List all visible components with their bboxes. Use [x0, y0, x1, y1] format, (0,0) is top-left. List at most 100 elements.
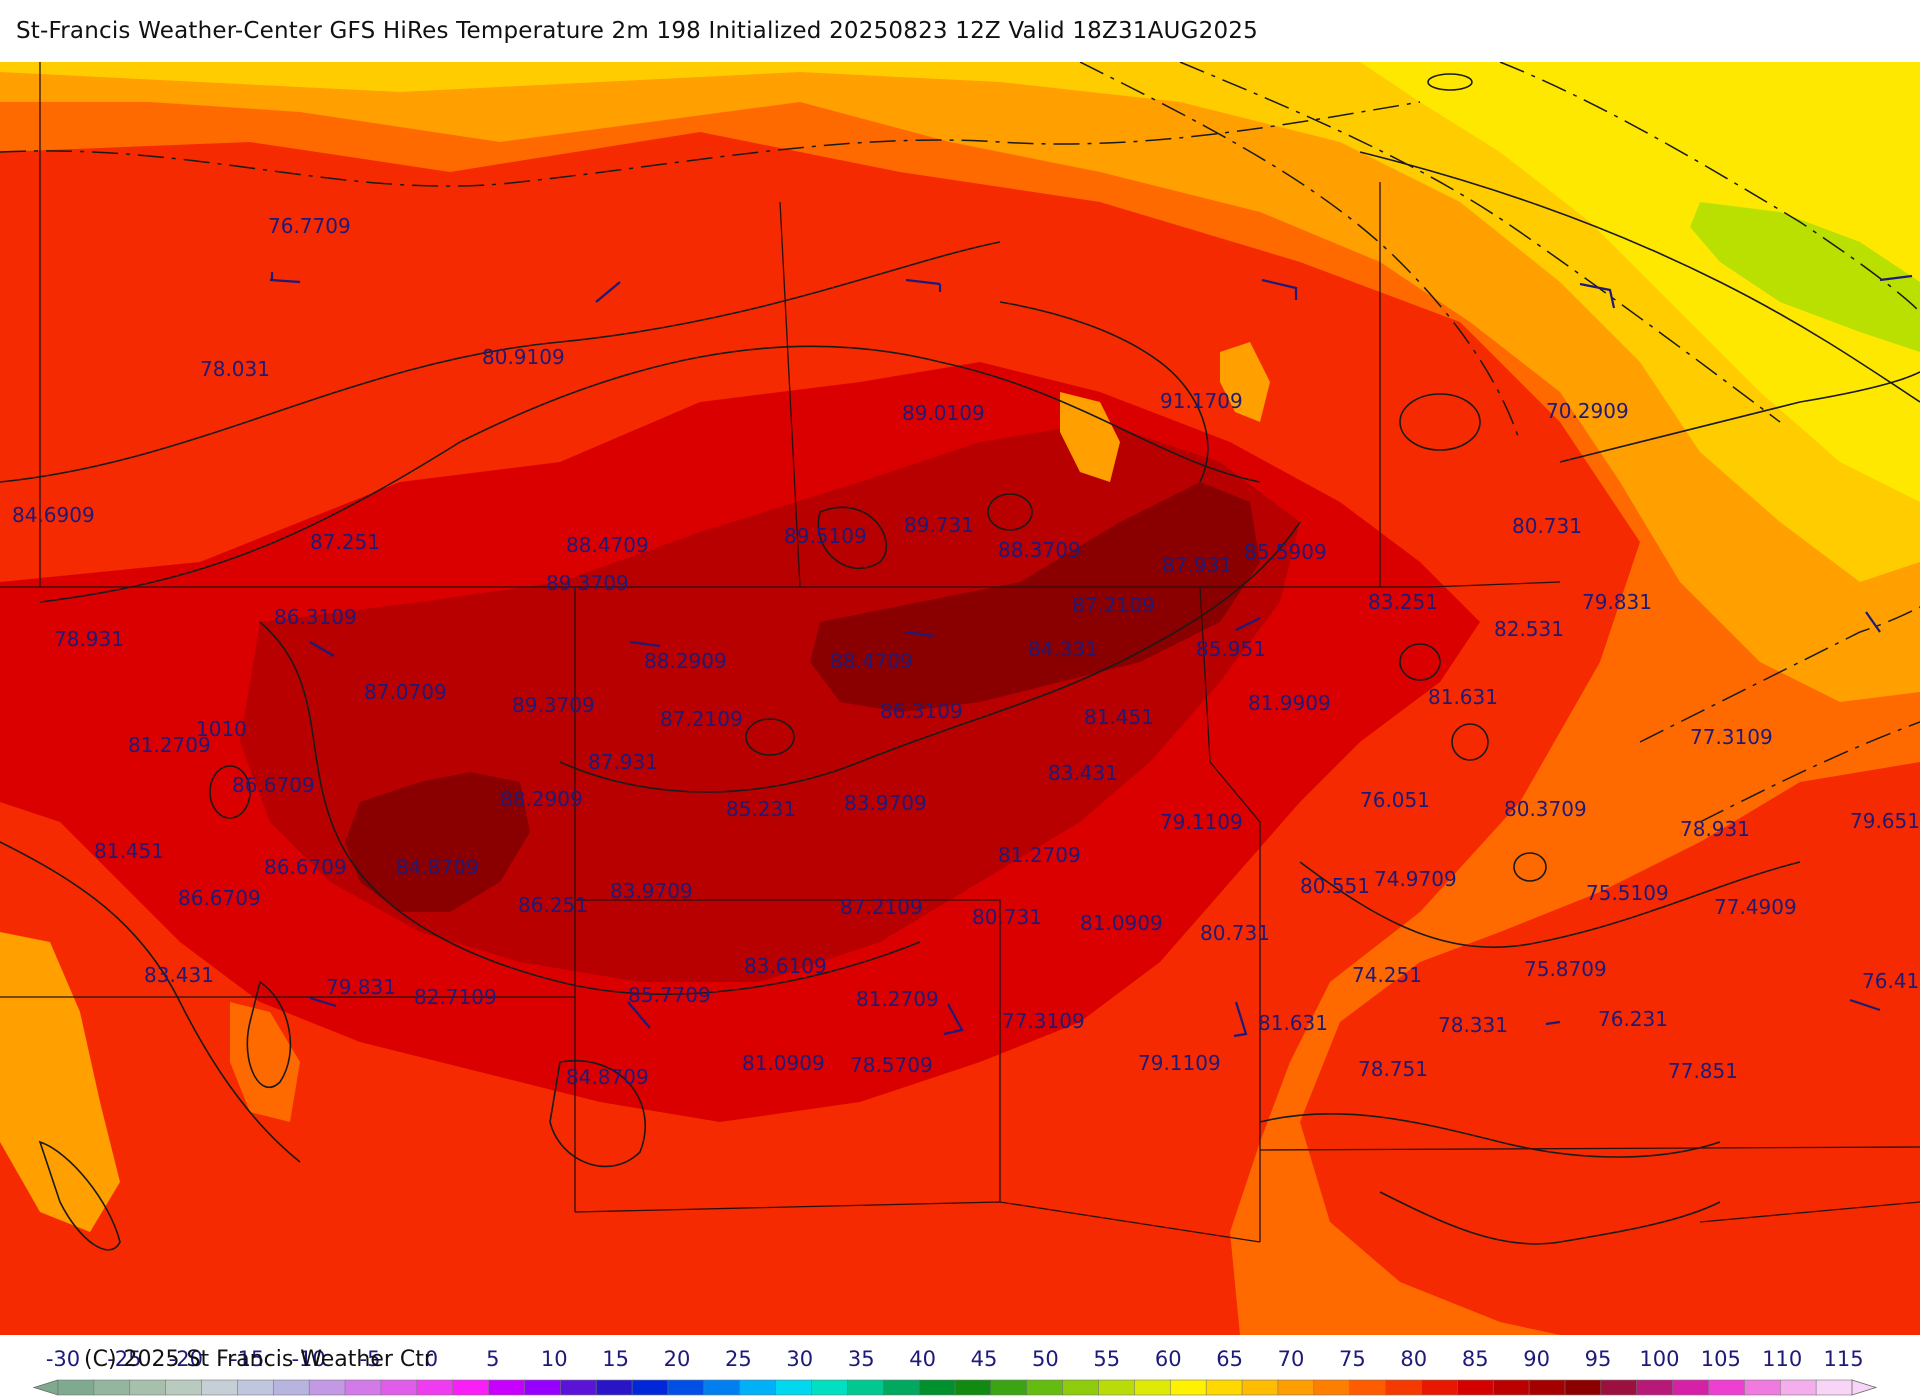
colorbar-swatch: [990, 1379, 1028, 1396]
colorbar-swatch: [1241, 1379, 1279, 1396]
colorbar-swatch: [1385, 1379, 1423, 1396]
value-label: 79.1109: [1138, 1051, 1221, 1075]
value-label: 87.2109: [660, 707, 743, 731]
colorbar-tick-label: -20: [169, 1347, 203, 1371]
temp-field-ridge: [1060, 342, 1270, 482]
colorbar-swatch: [811, 1379, 849, 1396]
value-label: 1010: [196, 717, 247, 741]
value-label: 78.5709: [850, 1053, 933, 1077]
value-label: 82.7109: [414, 985, 497, 1009]
value-labels: 76.7709 78.031 80.9109 89.0109 91.1709 70.290…: [12, 214, 1920, 1089]
colorbar-swatch: [595, 1379, 633, 1396]
value-label: 86.3109: [274, 605, 357, 629]
colorbar-tick-label: 15: [602, 1347, 629, 1371]
colorbar-tick-label: 75: [1339, 1347, 1366, 1371]
colorbar-swatch: [1313, 1379, 1351, 1396]
chart-title: St-Francis Weather-Center GFS HiRes Temp…: [16, 18, 1258, 44]
colorbar-tick-label: 0: [425, 1347, 438, 1371]
colorbar-arrow-high: [1851, 1379, 1878, 1396]
colorbar-tick-label: 10: [541, 1347, 568, 1371]
colorbar-tick-label: 70: [1278, 1347, 1305, 1371]
value-label: 80.731: [1512, 514, 1582, 538]
value-label: 83.431: [1048, 761, 1118, 785]
value-label: 79.831: [326, 975, 396, 999]
value-label: 89.3709: [512, 693, 595, 717]
colorbar-swatch: [1169, 1379, 1207, 1396]
value-label: 87.2109: [1072, 593, 1155, 617]
value-label: 76.231: [1598, 1007, 1668, 1031]
temp-field-70: [0, 62, 1920, 702]
value-label: 87.251: [310, 530, 380, 554]
value-label: 78.931: [1680, 817, 1750, 841]
colorbar-swatch: [524, 1379, 562, 1396]
colorbar-swatch: [1421, 1379, 1459, 1396]
value-label: 83.6109: [744, 954, 827, 978]
colorbar-tick-label: 40: [909, 1347, 936, 1371]
temperature-colorbar: -30 -25 -20 -15 -10 -5 0 5 10 15 20 25 30 35 40 45 50 55 6…: [32, 1347, 1878, 1396]
value-label: 89.3709: [546, 571, 629, 595]
colorbar-swatch: [416, 1379, 454, 1396]
colorbar-tick-label: -10: [291, 1347, 325, 1371]
colorbar-swatch: [1528, 1379, 1566, 1396]
colorbar-tick-label: 35: [848, 1347, 875, 1371]
colorbar-tick-label: 60: [1155, 1347, 1182, 1371]
colorbar-swatch: [847, 1379, 884, 1396]
colorbar-swatch: [918, 1379, 956, 1396]
colorbar-tick-label: 50: [1032, 1347, 1059, 1371]
value-label: 89.0109: [902, 401, 985, 425]
colorbar-swatch: [1349, 1379, 1387, 1396]
colorbar-tick-label: 20: [664, 1347, 691, 1371]
value-label: 86.251: [518, 893, 588, 917]
value-label: 78.931: [54, 627, 124, 651]
value-label: 80.3709: [1504, 797, 1587, 821]
wind-barbs: [269, 272, 1913, 1038]
colorbar-swatch: [739, 1379, 777, 1396]
colorbar-swatch: [1600, 1379, 1638, 1396]
colorbar-swatch: [272, 1379, 310, 1396]
temp-field-95: [345, 482, 1260, 912]
value-label: 81.451: [1084, 705, 1154, 729]
value-label: 76.7709: [268, 214, 351, 238]
value-label: 80.551: [1300, 874, 1370, 898]
value-label: 82.531: [1494, 617, 1564, 641]
colorbar-swatch: [1277, 1379, 1315, 1396]
colorbar-swatch: [1492, 1379, 1530, 1396]
value-label: 75.5109: [1586, 881, 1669, 905]
colorbar-swatch: [1134, 1379, 1171, 1396]
value-label: 88.2909: [500, 787, 583, 811]
colorbar-swatch: [1205, 1379, 1243, 1396]
value-label: 81.631: [1258, 1011, 1328, 1035]
colorbar-tick-label: 115: [1824, 1347, 1864, 1371]
temp-field-green: [1690, 202, 1920, 352]
value-label: 83.9709: [610, 879, 693, 903]
colorbar-swatch: [1672, 1379, 1710, 1396]
colorbar-swatch: [882, 1379, 920, 1396]
value-label: 87.931: [1162, 553, 1232, 577]
colorbar-tick-label: 85: [1462, 1347, 1489, 1371]
value-label: 78.331: [1438, 1013, 1508, 1037]
value-label: 81.2709: [128, 733, 211, 757]
colorbar-swatches: [32, 1379, 1878, 1396]
value-label: 77.4909: [1714, 895, 1797, 919]
colorbar-swatch: [93, 1379, 131, 1396]
value-label: 89.731: [904, 513, 974, 537]
colorbar-swatch: [1062, 1379, 1100, 1396]
colorbar-swatch: [954, 1379, 992, 1396]
colorbar-swatch: [775, 1379, 813, 1396]
value-label: 88.4709: [830, 649, 913, 673]
value-label: 87.2109: [840, 895, 923, 919]
colorbar-swatch: [667, 1379, 705, 1396]
value-label: 77.3109: [1690, 725, 1773, 749]
thickness-contours: [0, 62, 1920, 823]
colorbar-swatch: [308, 1379, 346, 1396]
value-label: 86.6709: [264, 855, 347, 879]
value-label: 77.3109: [1002, 1009, 1085, 1033]
colorbar-tick-label: 95: [1585, 1347, 1612, 1371]
value-label: 84.331: [1028, 637, 1098, 661]
value-label: 86.6709: [232, 773, 315, 797]
value-label: 79.651: [1850, 809, 1920, 833]
temperature-map[interactable]: 76.7709 78.031 80.9109 89.0109 91.1709 70.290…: [0, 62, 1920, 1335]
colorbar-tick-label: 5: [486, 1347, 499, 1371]
isobar-contours: [0, 73, 1920, 1251]
value-label: 81.9909: [1248, 691, 1331, 715]
